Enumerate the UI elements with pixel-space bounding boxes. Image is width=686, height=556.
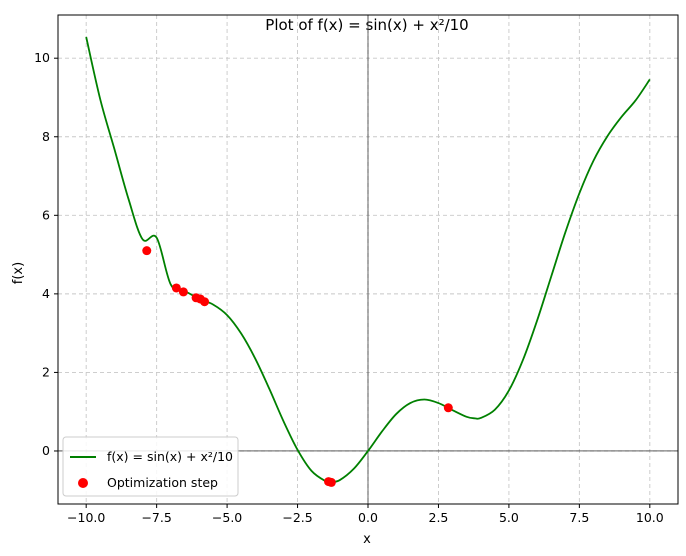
x-tick-label: 0.0: [358, 510, 378, 525]
x-tick-label: 5.0: [499, 510, 519, 525]
plot-area: [85, 36, 651, 487]
x-tick-label: 7.5: [569, 510, 589, 525]
x-tick-label: 2.5: [429, 510, 449, 525]
optimization-step-point: [142, 246, 152, 256]
y-tick-label: 0: [42, 443, 50, 458]
y-tick-label: 10: [34, 50, 50, 65]
legend: f(x) = sin(x) + x²/10 Optimization step: [62, 436, 239, 497]
y-tick-label: 2: [42, 364, 50, 379]
x-axis-label: x: [363, 532, 371, 547]
x-tick-label: 10.0: [636, 510, 664, 525]
x-tick-label: −5.0: [212, 510, 242, 525]
legend-label-optimization: Optimization step: [107, 475, 218, 490]
y-tick-label: 4: [42, 286, 50, 301]
optimization-step-point: [171, 283, 181, 293]
y-axis-label: f(x): [11, 262, 26, 284]
legend-marker-swatch: [78, 478, 88, 488]
x-axis-ticks: −10.0 −7.5 −5.0 −2.5 0.0 2.5 5.0 7.5 10.0: [67, 504, 664, 525]
optimization-step-point: [443, 403, 453, 413]
y-tick-label: 6: [42, 207, 50, 222]
optimization-step-point: [200, 297, 210, 307]
chart-title: Plot of f(x) = sin(x) + x²/10: [265, 16, 468, 34]
x-tick-label: −10.0: [67, 510, 105, 525]
y-axis-ticks: 0 2 4 6 8 10: [34, 50, 58, 458]
x-tick-label: −7.5: [141, 510, 171, 525]
optimization-step-point: [326, 477, 336, 487]
y-tick-label: 8: [42, 129, 50, 144]
legend-box: [62, 436, 239, 497]
legend-label-function: f(x) = sin(x) + x²/10: [107, 449, 233, 464]
optimization-step-point: [178, 287, 188, 297]
x-tick-label: −2.5: [282, 510, 312, 525]
